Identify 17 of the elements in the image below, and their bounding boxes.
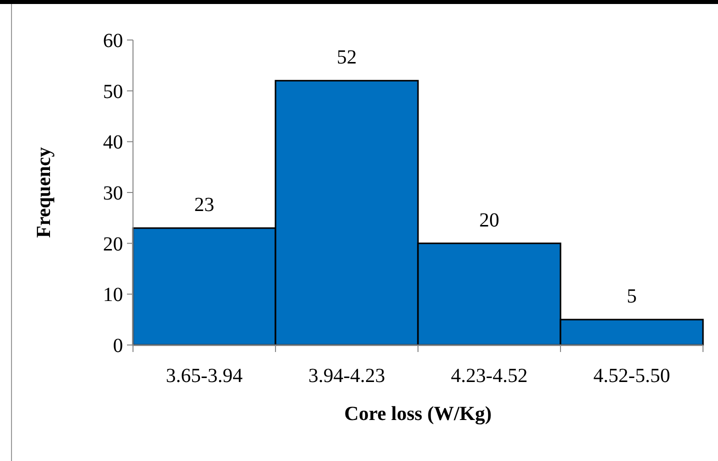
- x-tick-label: 3.94-4.23: [308, 365, 386, 387]
- y-tick-label: 30: [103, 182, 123, 204]
- y-axis-title: Frequency: [33, 147, 55, 238]
- x-tick-label: 3.65-3.94: [166, 365, 243, 387]
- y-tick-label: 40: [103, 132, 123, 154]
- y-tick-label: 50: [103, 80, 123, 103]
- data-label: 5: [626, 286, 637, 308]
- data-label: 52: [336, 46, 357, 69]
- x-tick-label: 4.23-4.52: [450, 365, 528, 387]
- data-label: 20: [479, 209, 500, 232]
- y-tick-label: 60: [103, 30, 123, 52]
- y-tick-label: 10: [103, 284, 123, 306]
- x-tick-label: 4.52-5.50: [593, 365, 670, 387]
- y-tick-label: 0: [113, 335, 123, 357]
- y-tick-label: 20: [103, 233, 123, 256]
- x-axis-title: Core loss (W/Kg): [344, 403, 492, 425]
- data-label: 23: [194, 194, 214, 216]
